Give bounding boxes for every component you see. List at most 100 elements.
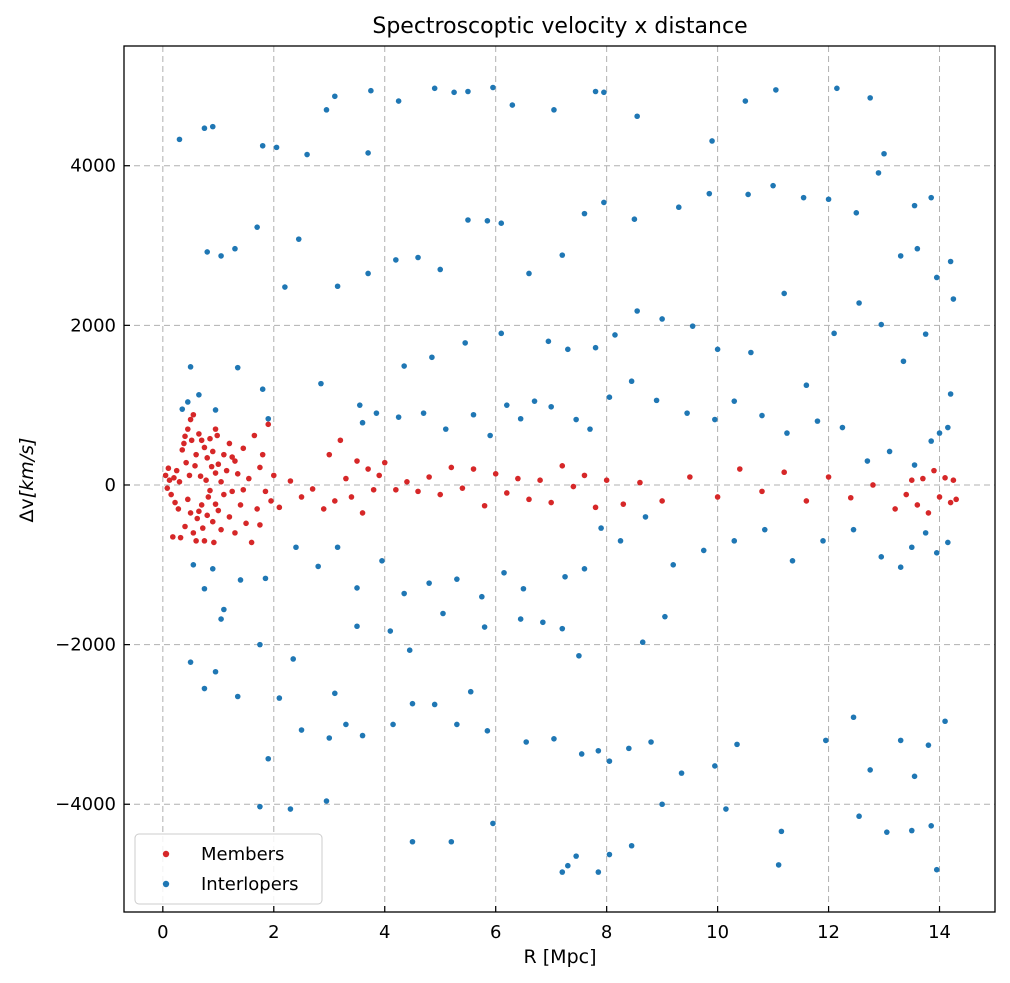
- member-point: [548, 499, 554, 506]
- x-tick-label: 12: [817, 922, 840, 943]
- member-point: [193, 451, 199, 458]
- interloper-point: [573, 416, 579, 423]
- interloper-point: [587, 426, 593, 432]
- interloper-point: [257, 803, 263, 810]
- legend-marker-members: [162, 850, 170, 858]
- interloper-point: [933, 866, 940, 873]
- interloper-point: [700, 547, 707, 554]
- interloper-point: [190, 562, 197, 568]
- interloper-point: [176, 136, 183, 143]
- interloper-point: [606, 851, 613, 858]
- interloper-point: [850, 714, 857, 721]
- x-tick-label: 2: [268, 922, 279, 943]
- interloper-point: [290, 656, 297, 662]
- interloper-point: [748, 349, 754, 356]
- member-point: [326, 451, 333, 458]
- member-point: [196, 508, 202, 515]
- member-point: [942, 475, 948, 481]
- member-point: [825, 474, 832, 480]
- interloper-point: [822, 737, 829, 744]
- interloper-point: [221, 606, 227, 613]
- interloper-point: [634, 308, 640, 314]
- member-point: [215, 461, 222, 468]
- interloper-point: [742, 98, 749, 104]
- member-point: [212, 470, 219, 476]
- interloper-point: [900, 358, 907, 365]
- interloper-point: [526, 270, 532, 277]
- member-point: [215, 507, 222, 514]
- interloper-point: [581, 210, 588, 217]
- interloper-point: [287, 806, 294, 812]
- interloper-point: [606, 758, 613, 764]
- member-point: [198, 437, 205, 444]
- member-point: [207, 435, 213, 442]
- member-point: [181, 440, 187, 447]
- interloper-point: [304, 151, 310, 158]
- member-point: [870, 482, 876, 488]
- member-point: [173, 467, 180, 474]
- interloper-point: [517, 616, 524, 622]
- interloper-point: [745, 191, 751, 198]
- member-point: [234, 471, 241, 477]
- member-point: [257, 522, 263, 528]
- interloper-point: [415, 254, 421, 261]
- member-point: [175, 506, 182, 512]
- interloper-point: [232, 245, 238, 252]
- member-point: [164, 485, 171, 491]
- interloper-point: [825, 196, 832, 203]
- member-point: [337, 437, 344, 444]
- member-point: [947, 499, 954, 506]
- member-point: [248, 539, 255, 546]
- member-point: [370, 486, 377, 493]
- member-point: [687, 474, 693, 480]
- interloper-point: [731, 398, 738, 404]
- member-point: [229, 454, 235, 460]
- member-point: [211, 539, 217, 546]
- interloper-point: [642, 514, 649, 520]
- interloper-point: [723, 806, 729, 812]
- interloper-point: [431, 85, 438, 92]
- interloper-point: [395, 414, 402, 420]
- interloper-point: [431, 701, 438, 708]
- interloper-point: [834, 85, 840, 92]
- interloper-point: [487, 432, 493, 439]
- member-point: [212, 426, 219, 432]
- interloper-point: [936, 430, 943, 436]
- member-point: [182, 433, 188, 440]
- member-point: [257, 464, 263, 471]
- interloper-point: [201, 685, 208, 692]
- interloper-point: [925, 742, 932, 748]
- interloper-point: [406, 647, 413, 654]
- member-point: [592, 504, 599, 511]
- legend-label-interlopers: Interlopers: [201, 874, 299, 895]
- interloper-point: [581, 565, 588, 572]
- interloper-point: [714, 346, 721, 353]
- member-point: [892, 506, 898, 512]
- member-point: [781, 469, 787, 476]
- interloper-point: [484, 728, 491, 734]
- member-point: [298, 494, 305, 500]
- interloper-point: [454, 721, 460, 728]
- member-point: [393, 486, 399, 493]
- grid-lines: [124, 46, 995, 912]
- y-axis-label-unit: [km/s]: [16, 438, 38, 499]
- member-point: [171, 475, 177, 481]
- member-point: [204, 512, 211, 519]
- member-point: [192, 463, 198, 469]
- interloper-point: [922, 331, 929, 337]
- interloper-point: [545, 338, 552, 345]
- interloper-point: [451, 89, 457, 96]
- member-point: [240, 445, 247, 452]
- interloper-point: [332, 690, 338, 697]
- interloper-point: [712, 416, 718, 423]
- member-point: [209, 448, 216, 455]
- interloper-point: [942, 718, 948, 725]
- member-point: [537, 477, 543, 483]
- interloper-point: [218, 253, 224, 259]
- interloper-point: [770, 182, 776, 189]
- interloper-point: [501, 569, 507, 576]
- interloper-point: [212, 407, 219, 413]
- interloper-point: [886, 448, 893, 455]
- interloper-point: [326, 735, 333, 741]
- member-point: [229, 488, 235, 495]
